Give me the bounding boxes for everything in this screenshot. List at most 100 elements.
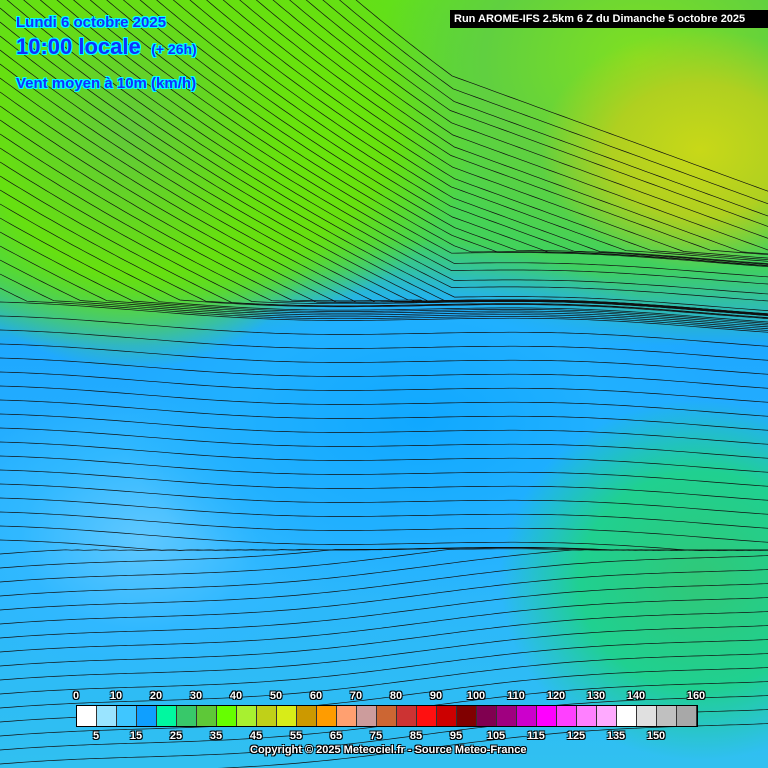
legend-top-label: 130 xyxy=(586,690,606,702)
legend-swatch xyxy=(537,706,557,726)
streamline xyxy=(0,611,768,667)
streamline xyxy=(272,0,768,251)
streamline xyxy=(0,441,768,473)
legend-top-label: 70 xyxy=(349,690,363,702)
legend-swatch xyxy=(297,706,317,726)
legend-top-label: 140 xyxy=(626,690,646,702)
streamline xyxy=(0,105,768,315)
color-scale-legend xyxy=(76,705,698,727)
streamline xyxy=(0,63,768,316)
streamline xyxy=(0,549,768,597)
legend-bottom-label: 85 xyxy=(409,730,423,742)
streamline xyxy=(0,245,768,326)
legend-swatch xyxy=(177,706,197,726)
legend-bottom-label: 35 xyxy=(209,730,223,742)
forecast-offset: (+ 26h) xyxy=(151,41,197,57)
legend-bottom-label: 150 xyxy=(646,730,666,742)
streamline xyxy=(0,259,768,328)
streamline xyxy=(0,91,768,315)
streamline xyxy=(122,0,768,265)
legend-swatch xyxy=(137,706,157,726)
legend-swatch xyxy=(397,706,417,726)
streamline xyxy=(339,0,768,205)
legend-swatch xyxy=(637,706,657,726)
streamline xyxy=(0,273,768,330)
streamline xyxy=(289,0,768,239)
streamline xyxy=(322,0,768,217)
streamline xyxy=(0,147,768,315)
legend-swatch xyxy=(417,706,437,726)
legend-bottom-label: 135 xyxy=(606,730,626,742)
legend-swatch xyxy=(197,706,217,726)
streamline xyxy=(0,231,768,324)
legend-bottom-label: 25 xyxy=(169,730,183,742)
legend-bottom-label: 95 xyxy=(449,730,463,742)
legend-bottom-label: 5 xyxy=(92,730,100,742)
streamline xyxy=(172,0,768,264)
streamline xyxy=(0,455,768,487)
forecast-hour: 10:00 locale xyxy=(16,34,141,59)
streamline xyxy=(0,217,768,323)
legend-top-label: 90 xyxy=(429,690,443,702)
legend-bottom-label: 115 xyxy=(527,730,545,742)
streamline xyxy=(222,0,768,259)
streamline xyxy=(0,639,768,695)
legend-swatch xyxy=(617,706,637,726)
streamline xyxy=(206,0,768,260)
legend-swatch xyxy=(317,706,337,726)
streamline xyxy=(0,301,768,333)
legend-top-label: 0 xyxy=(72,690,80,702)
streamline xyxy=(239,0,768,255)
streamline xyxy=(39,0,768,285)
legend-top-label: 80 xyxy=(389,690,403,702)
streamline xyxy=(0,399,768,431)
streamline xyxy=(0,161,768,316)
legend-top-label: 50 xyxy=(269,690,283,702)
streamline xyxy=(305,0,768,227)
streamline xyxy=(0,413,768,445)
legend-swatch xyxy=(597,706,617,726)
legend-swatch xyxy=(497,706,517,726)
legend-top-label: 120 xyxy=(546,690,566,702)
legend-top-label: 160 xyxy=(686,690,706,702)
legend-bottom-label: 105 xyxy=(486,730,506,742)
legend-top-label: 40 xyxy=(229,690,243,702)
legend-top-label: 30 xyxy=(189,690,203,702)
legend-swatch xyxy=(517,706,537,726)
legend-swatch xyxy=(657,706,677,726)
legend-top-label: 10 xyxy=(109,690,123,702)
legend-swatch xyxy=(477,706,497,726)
parameter-label: Vent moyen à 10m (km/h) xyxy=(16,75,197,92)
streamline xyxy=(0,511,768,543)
legend-swatch xyxy=(557,706,577,726)
streamline xyxy=(217,723,768,768)
streamline xyxy=(0,583,768,639)
run-label: Run AROME-IFS 2.5km 6 Z du Dimanche 5 oc… xyxy=(450,10,768,28)
legend-swatch xyxy=(337,706,357,726)
legend-top-label: 20 xyxy=(149,690,163,702)
legend-swatch xyxy=(677,706,697,726)
legend-swatch xyxy=(277,706,297,726)
streamline xyxy=(0,21,768,316)
streamline xyxy=(0,483,768,515)
streamline xyxy=(0,569,768,625)
streamline xyxy=(0,371,768,403)
streamline xyxy=(0,329,768,361)
streamline xyxy=(0,548,768,583)
streamline xyxy=(0,653,768,709)
streamline xyxy=(0,385,768,417)
legend-swatch xyxy=(377,706,397,726)
streamline xyxy=(0,7,768,311)
streamline xyxy=(0,427,768,459)
legend-top-label: 60 xyxy=(309,690,323,702)
legend-swatch xyxy=(77,706,97,726)
streamline xyxy=(0,119,768,315)
streamline xyxy=(189,0,768,262)
legend-swatch xyxy=(437,706,457,726)
legend-swatch xyxy=(257,706,277,726)
streamline xyxy=(0,547,768,555)
streamline xyxy=(355,0,768,192)
legend-swatch xyxy=(97,706,117,726)
